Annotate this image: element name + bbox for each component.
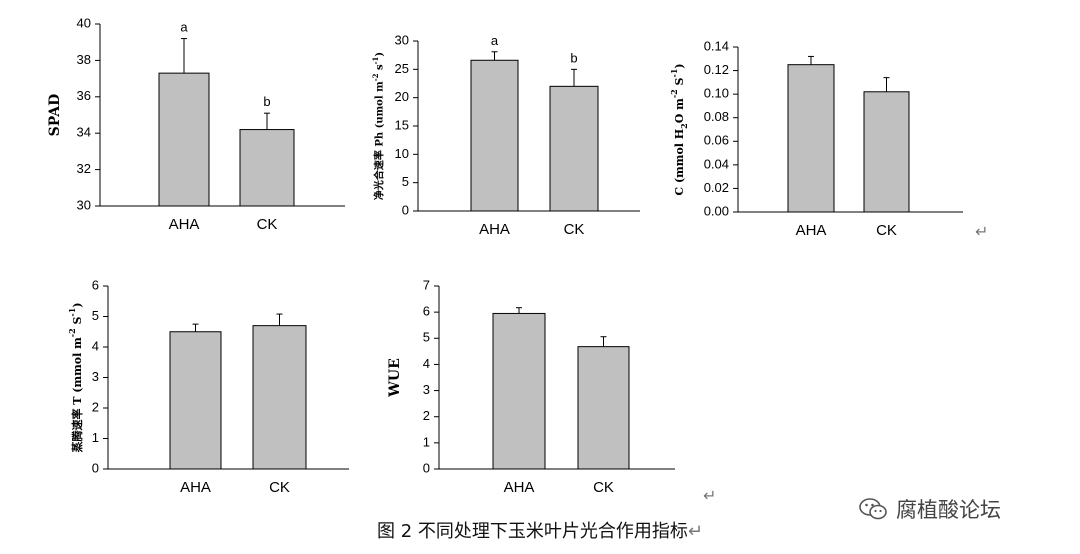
y-axis-label: SPAD bbox=[47, 94, 63, 137]
y-tick-label: 34 bbox=[77, 125, 91, 140]
category-label: AHA bbox=[504, 479, 535, 496]
y-tick-label: 3 bbox=[92, 369, 99, 384]
y-tick-label: 0.10 bbox=[704, 86, 729, 101]
y-tick-label: 15 bbox=[395, 117, 409, 132]
caption-text: 图 2 不同处理下玉米叶片光合作用指标 bbox=[377, 521, 688, 542]
bar-aha bbox=[787, 64, 835, 213]
significance-letter: b bbox=[263, 94, 270, 109]
bar-aha bbox=[169, 331, 222, 470]
caption-return-mark: ↵ bbox=[687, 521, 703, 542]
y-tick-label: 6 bbox=[423, 304, 430, 319]
y-tick-label: 4 bbox=[92, 338, 99, 353]
category-label: CK bbox=[257, 216, 278, 233]
bar-ck bbox=[252, 325, 307, 470]
y-tick-label: 20 bbox=[395, 89, 409, 104]
return-mark-1: ↵ bbox=[975, 222, 989, 241]
y-tick-label: 10 bbox=[395, 146, 409, 161]
y-axis-label: WUE bbox=[387, 358, 403, 398]
panel-spad: 30 32 34 36 38 40 a AHA b CK SPAD bbox=[47, 15, 345, 233]
y-tick-label: 3 bbox=[423, 382, 430, 397]
category-label: CK bbox=[876, 222, 897, 239]
bar-ck bbox=[239, 129, 295, 207]
category-label: AHA bbox=[796, 222, 827, 239]
panel-transpiration: 0 1 2 3 4 5 6 AHA CK 蒸腾速率 T (mmol m-2 S-1) bbox=[67, 277, 349, 496]
significance-letter: a bbox=[491, 33, 499, 48]
y-tick-label: 0 bbox=[92, 460, 99, 475]
bar-aha bbox=[492, 312, 546, 470]
y-axis-label: 蒸腾速率 T (mmol m-2 S-1) bbox=[67, 302, 84, 452]
y-tick-label: 1 bbox=[92, 430, 99, 445]
y-tick-label: 5 bbox=[92, 308, 99, 323]
category-label: AHA bbox=[169, 216, 200, 233]
y-tick-label: 38 bbox=[77, 52, 91, 67]
bar-ck bbox=[549, 85, 599, 212]
y-tick-label: 30 bbox=[395, 32, 409, 47]
category-label: AHA bbox=[479, 221, 510, 238]
bar-ck bbox=[577, 346, 630, 470]
y-tick-label: 0 bbox=[423, 460, 430, 475]
watermark-text: 腐植酸论坛 bbox=[896, 498, 1001, 522]
y-tick-label: 6 bbox=[92, 277, 99, 292]
y-tick-label: 0.04 bbox=[704, 156, 729, 171]
watermark: 腐植酸论坛 bbox=[858, 494, 1001, 524]
bar-ck bbox=[863, 91, 910, 213]
y-tick-label: 5 bbox=[423, 330, 430, 345]
y-tick-label: 0.14 bbox=[704, 38, 729, 53]
y-tick-label: 1 bbox=[423, 434, 430, 449]
y-tick-label: 32 bbox=[77, 161, 91, 176]
bar-aha bbox=[470, 59, 519, 212]
y-tick-label: 0.00 bbox=[704, 203, 729, 218]
y-tick-label: 5 bbox=[402, 174, 409, 189]
y-tick-label: 0.02 bbox=[704, 180, 729, 195]
category-label: CK bbox=[564, 221, 585, 238]
y-tick-label: 30 bbox=[77, 197, 91, 212]
return-mark-2: ↵ bbox=[703, 486, 717, 505]
y-tick-label: 7 bbox=[423, 277, 430, 292]
figure-caption: 图 2 不同处理下玉米叶片光合作用指标↵ bbox=[0, 517, 1080, 543]
bar-aha bbox=[158, 72, 210, 207]
panel-conductance: 0.00 0.02 0.04 0.06 0.08 0.10 0.12 0.14 AHA CK C (… bbox=[669, 38, 963, 239]
y-tick-label: 0 bbox=[402, 202, 409, 217]
category-label: CK bbox=[269, 479, 290, 496]
y-tick-label: 0.06 bbox=[704, 133, 729, 148]
y-tick-label: 36 bbox=[77, 88, 91, 103]
wechat-icon bbox=[859, 498, 887, 520]
significance-letter: b bbox=[570, 50, 577, 65]
panel-net-photosynthesis: 0 5 10 15 20 25 30 a AHA b CK 净光合速率 Ph (umol m-2 s-… bbox=[371, 32, 640, 238]
y-tick-label: 4 bbox=[423, 356, 430, 371]
panel-wue: 0 1 2 3 4 5 6 7 AHA CK WUE bbox=[387, 277, 675, 496]
category-label: CK bbox=[593, 479, 614, 496]
y-axis-label: 净光合速率 Ph (umol m-2 s-1) bbox=[371, 52, 386, 200]
category-label: AHA bbox=[180, 479, 211, 496]
y-tick-label: 2 bbox=[423, 408, 430, 423]
y-tick-label: 25 bbox=[395, 61, 409, 76]
y-tick-label: 0.12 bbox=[704, 62, 729, 77]
y-tick-label: 2 bbox=[92, 399, 99, 414]
y-tick-label: 0.08 bbox=[704, 109, 729, 124]
y-tick-label: 40 bbox=[77, 15, 91, 30]
y-axis-label: C (mmol H2O m-2 S-1) bbox=[669, 63, 689, 195]
significance-letter: a bbox=[180, 20, 188, 35]
